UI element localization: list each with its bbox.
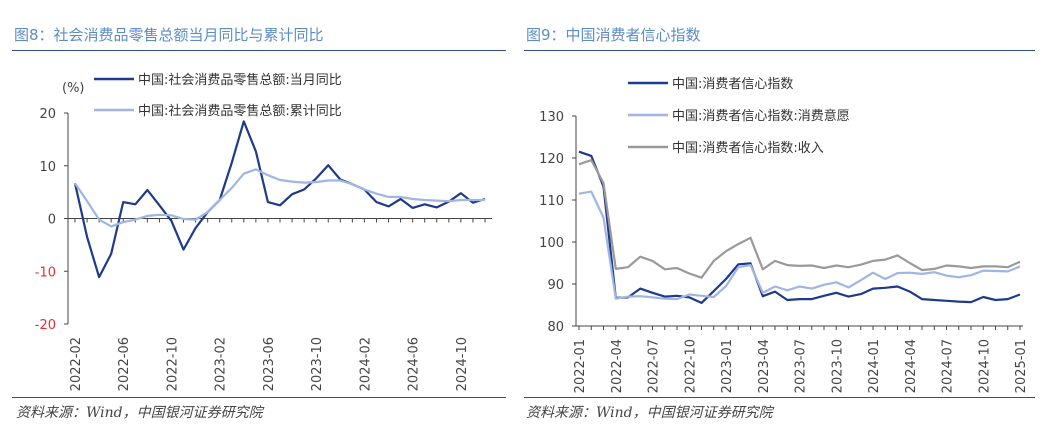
source-divider-left [12, 397, 506, 398]
title-divider-left [12, 50, 506, 51]
legend-label: 中国:消费者信心指数 [672, 77, 793, 92]
consumer-confidence-chart: 130 120 110 100 90 80 2022-01 2022-04 2022-07 202… [539, 77, 1029, 393]
x-tick-label: 2022-01 [573, 339, 588, 393]
legend-label: 中国:社会消费品零售总额:累计同比 [138, 103, 342, 119]
y-tick-label: -20 [35, 318, 56, 333]
x-tick-label: 2024-01 [867, 339, 882, 393]
series-line [73, 120, 486, 279]
x-tick-label: 2023-02 [214, 337, 229, 391]
series-line [578, 190, 1021, 301]
y-unit-label: (%) [62, 81, 85, 96]
series-line [578, 159, 1021, 279]
y-tick-label: -10 [35, 265, 56, 280]
x-tick-label: 2024-07 [941, 339, 956, 393]
x-tick-label: 2024-04 [904, 339, 919, 393]
chart-title-right: 图9：中国消费者信心指数 [526, 26, 701, 44]
chart-panel-right: 图9：中国消费者信心指数 130 120 110 100 90 80 2022-01 2022… [520, 0, 1045, 436]
x-tick-label: 2022-02 [69, 337, 84, 391]
y-tick-label: 0 [48, 213, 56, 228]
x-tick-label: 2024-06 [407, 337, 422, 391]
x-tick-label: 2024-10 [977, 339, 992, 393]
source-divider-right [524, 397, 1035, 398]
y-tick-label: 10 [39, 160, 56, 175]
source-note-right: 资料来源：Wind，中国银河证券研究院 [526, 405, 773, 421]
x-tick-label: 2023-04 [757, 339, 772, 393]
x-tick-label: 2023-01 [720, 339, 735, 393]
legend-label: 中国:消费者信心指数:收入 [672, 141, 824, 156]
chart-title-left: 图8：社会消费品零售总额当月同比与累计同比 [14, 26, 324, 44]
y-tick-label: 20 [39, 107, 56, 122]
y-tick-label: 80 [547, 320, 564, 335]
x-tick-label: 2024-10 [455, 337, 470, 391]
x-tick-label: 2022-07 [647, 339, 662, 393]
x-tick-label: 2022-06 [117, 337, 132, 391]
title-divider-right [524, 50, 1035, 51]
x-tick-label: 2022-10 [683, 339, 698, 393]
legend-label: 中国:社会消费品零售总额:当月同比 [138, 72, 342, 88]
x-tick-label: 2022-10 [165, 337, 180, 391]
retail-sales-chart: 20 10 0 -10 -20 2022-02 2022-06 2022-10 2023-02 2… [35, 72, 492, 391]
x-tick-label: 2024-02 [358, 337, 373, 391]
y-tick-label: 110 [539, 194, 564, 209]
y-tick-label: 100 [539, 236, 564, 251]
y-tick-label: 90 [547, 278, 564, 293]
x-tick-label: 2023-06 [262, 337, 277, 391]
legend-label: 中国:消费者信心指数:消费意愿 [672, 108, 850, 124]
source-note-left: 资料来源：Wind，中国银河证券研究院 [16, 405, 263, 421]
x-tick-label: 2022-04 [610, 339, 625, 393]
x-tick-label: 2023-10 [310, 337, 325, 391]
y-tick-label: 130 [539, 110, 564, 125]
x-tick-label: 2023-07 [794, 339, 809, 393]
chart-panel-left: 图8：社会消费品零售总额当月同比与累计同比 20 10 0 -10 -20 2022-02… [0, 0, 510, 436]
x-tick-label: 2023-10 [830, 339, 845, 393]
x-tick-label: 2025-01 [1014, 339, 1029, 393]
series-line [578, 150, 1021, 304]
y-tick-label: 120 [539, 152, 564, 167]
series-line [74, 168, 485, 228]
